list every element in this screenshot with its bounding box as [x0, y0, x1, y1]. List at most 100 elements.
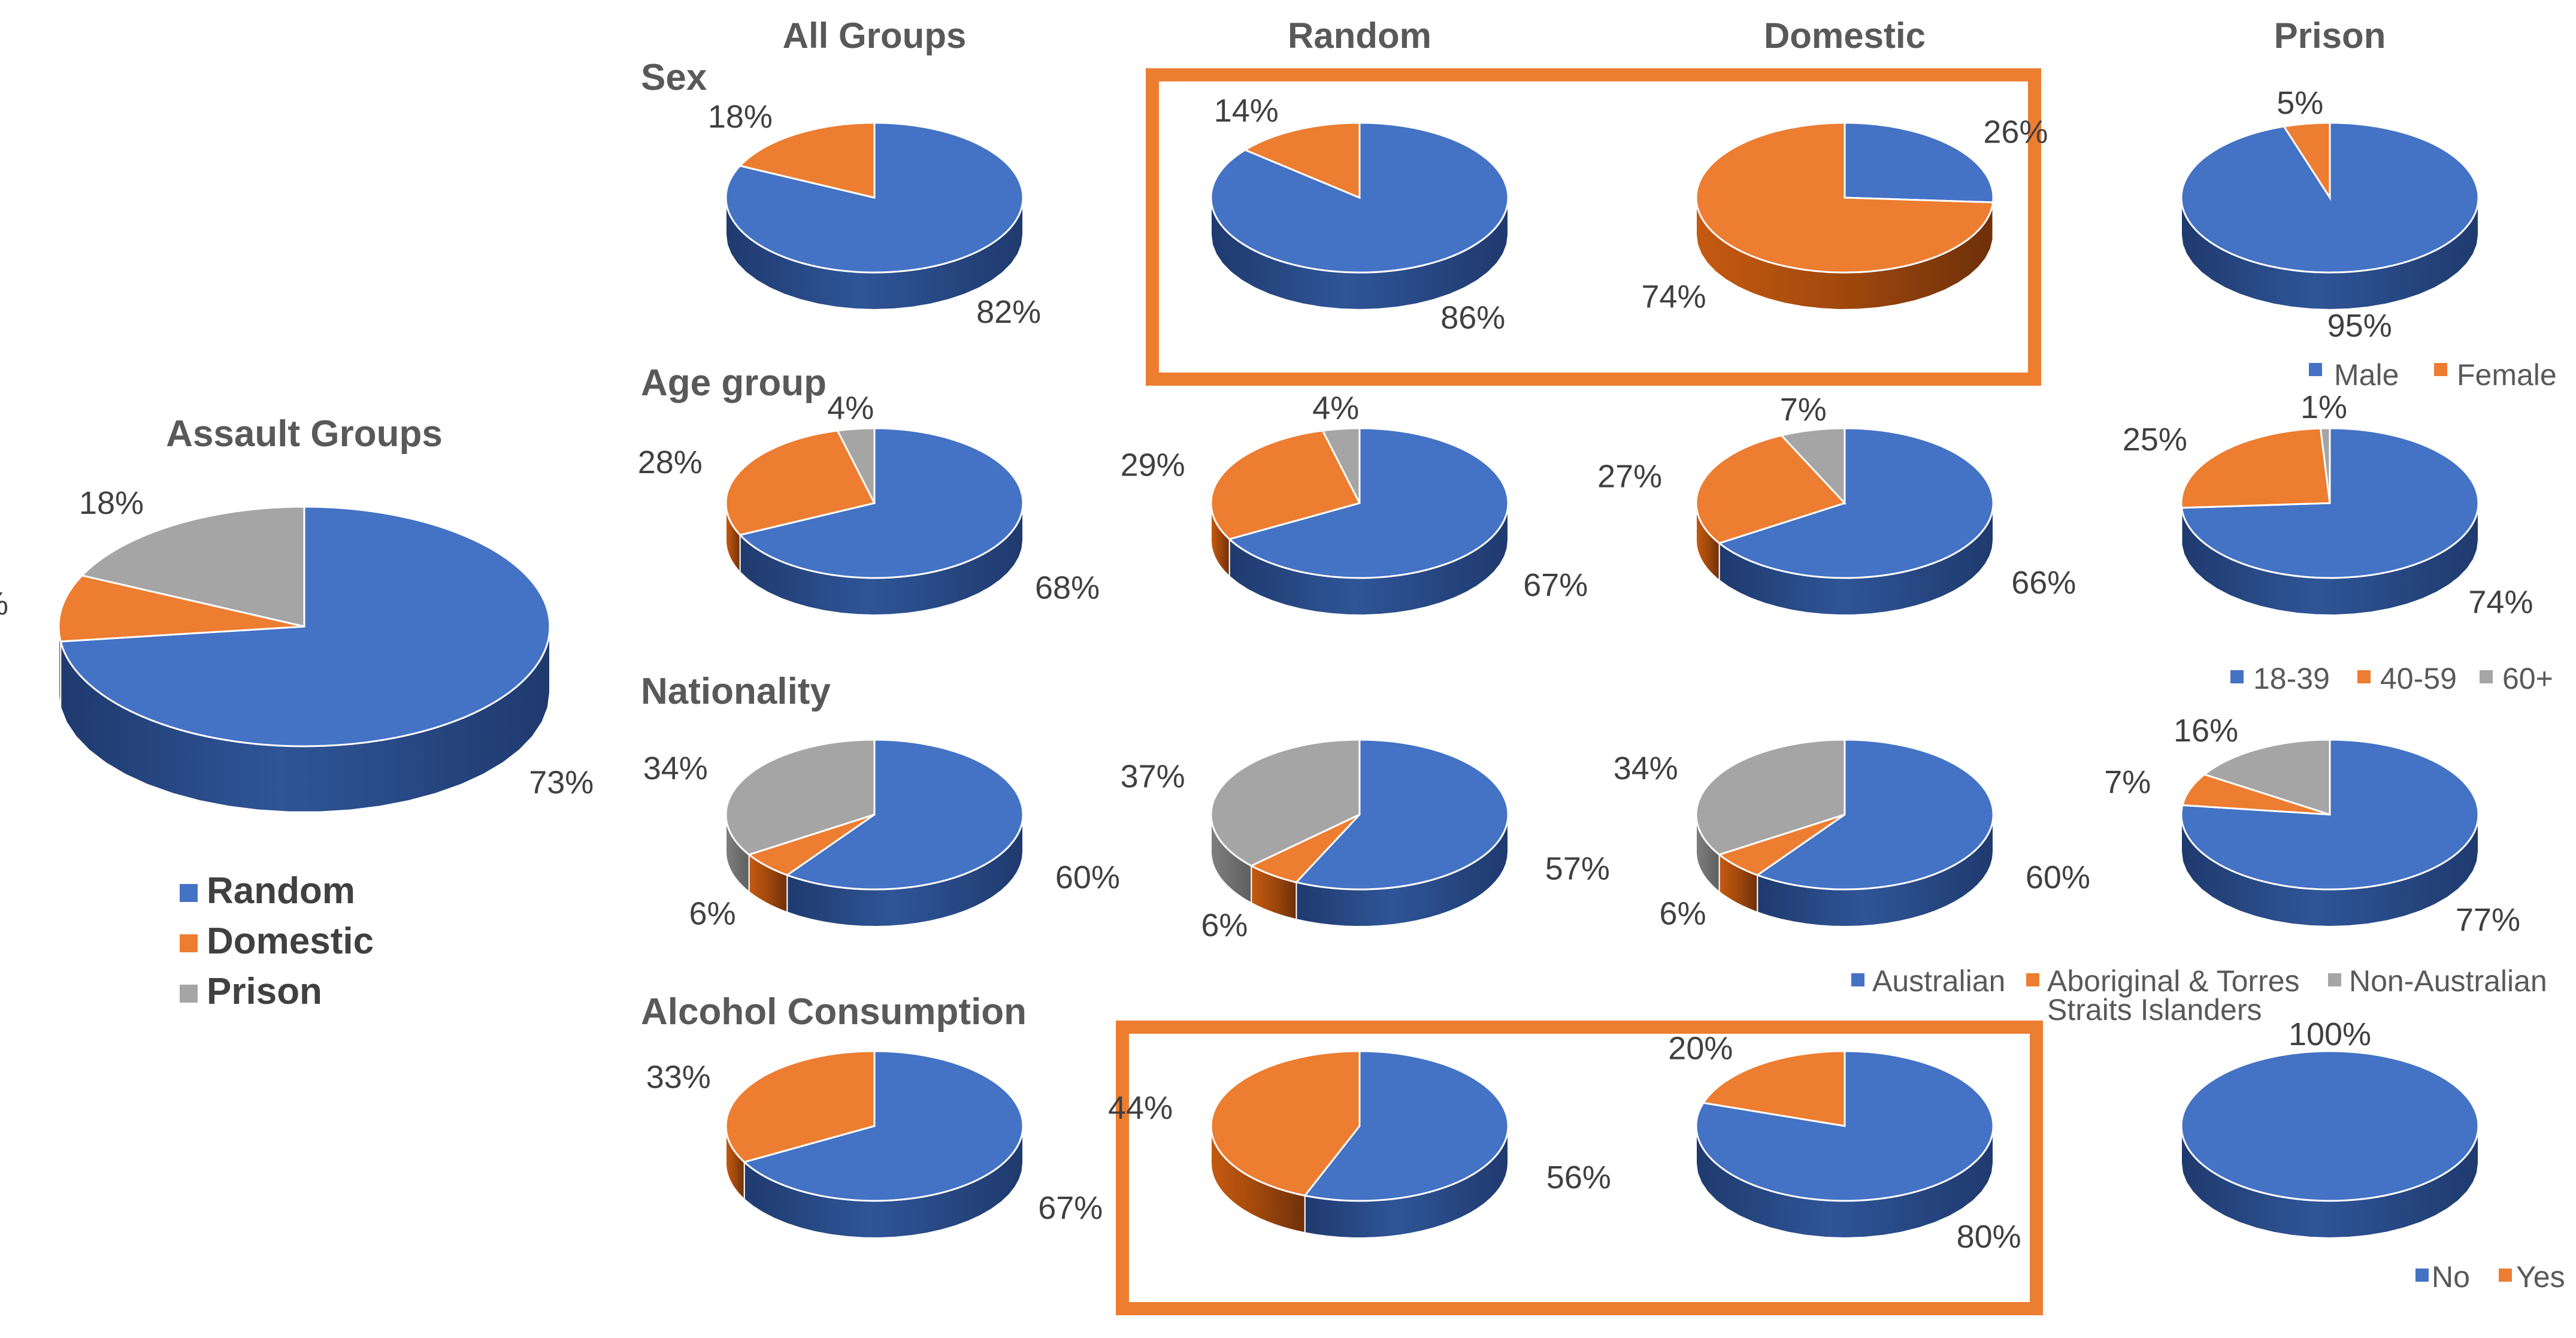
pie-alcohol-consumption-domestic-label-no: 80% — [1957, 1219, 2021, 1255]
column-header-prison: Prison — [2274, 16, 2386, 56]
pie-sex-prison-slice-female — [2282, 122, 2331, 201]
legend-swatch-random — [180, 884, 198, 902]
assault-groups-pie-label-prison: 18% — [79, 485, 144, 521]
legend-swatch-domestic — [180, 934, 198, 952]
legend-label-random: Random — [207, 870, 355, 912]
pie-nationality-prison-slice-non-australian — [2202, 738, 2331, 816]
pie-age-group-all-groups-slice-40-59 — [725, 429, 876, 536]
pie-age-group-random-slice-60 — [1321, 427, 1361, 504]
pie-alcohol-consumption-prison-slice-no — [2180, 1050, 2480, 1202]
legend-swatch-female — [2434, 363, 2447, 376]
pie-sex-random-label-female: 14% — [1214, 93, 1279, 129]
pie-nationality-prison-label-aboriginal-and-torres-straits-islanders: 7% — [2104, 764, 2151, 800]
pie-age-group-domestic-label-18-39: 66% — [2011, 565, 2076, 601]
pie-sex-all-groups-label-male: 82% — [976, 294, 1041, 330]
legend-swatch-male — [2309, 363, 2322, 376]
legend-swatch-60-plus — [2480, 670, 2493, 683]
pie-age-group-all-groups-label-18-39: 68% — [1035, 570, 1100, 606]
pie-alcohol-consumption-random-label-yes: 44% — [1108, 1090, 1173, 1126]
pie-alcohol-consumption-prison: 100% — [2180, 1016, 2480, 1239]
pie-alcohol-consumption-all-groups-label-no: 67% — [1038, 1190, 1103, 1226]
pie-age-group-domestic-slice-60 — [1779, 427, 1846, 505]
pie-age-group-domestic-label-60: 7% — [1780, 392, 1827, 428]
assault-groups-pie-slice-prison — [80, 505, 305, 628]
row-header-age-group: Age group — [641, 362, 827, 404]
assault-groups-pie-label-random: 73% — [529, 764, 594, 800]
pie-age-group-prison: 74% 25% 1% — [2123, 389, 2533, 620]
pie-sex-prison-label-female: 5% — [2277, 85, 2323, 121]
legend-label-40-59: 40-59 — [2380, 662, 2457, 695]
assault-groups-pie-slice-random — [59, 505, 551, 747]
pie-nationality-all-groups-slice-non-australian — [725, 738, 876, 856]
legend-label-60-plus: 60+ — [2502, 662, 2553, 695]
pie-age-group-prison-slice-60 — [2319, 427, 2331, 504]
pie-nationality-domestic-label-australian: 60% — [2026, 859, 2090, 895]
pie-nationality-prison-label-non-australian: 16% — [2174, 713, 2238, 749]
pie-age-group-domestic-slice-40-59 — [1695, 434, 1847, 544]
pie-age-group-all-groups-label-60: 4% — [827, 390, 874, 426]
pie-age-group-all-groups: 68% 28% 4% — [638, 390, 1100, 616]
assault-groups-legend: Random Domestic Prison — [180, 870, 374, 1012]
pie-alcohol-consumption-random-slice-no — [1303, 1050, 1509, 1202]
pie-alcohol-consumption-random-slice-yes — [1210, 1050, 1361, 1197]
pie-nationality-random-label-australian: 57% — [1545, 851, 1610, 887]
pie-nationality-all-groups-label-non-australian: 34% — [643, 750, 708, 786]
pie-age-group-prison-label-60: 1% — [2300, 389, 2347, 425]
legend-alcohol: No Yes — [2415, 1260, 2565, 1294]
legend-label-prison: Prison — [207, 971, 322, 1012]
legend-swatch-aboriginal — [2026, 973, 2039, 986]
pie-alcohol-consumption-all-groups-slice-yes — [725, 1050, 876, 1163]
highlight-box-sex-random-domestic — [1146, 68, 2041, 386]
pie-nationality-prison-label-australian: 77% — [2456, 902, 2520, 938]
pie-alcohol-consumption-domestic-slice-yes — [1702, 1050, 1846, 1127]
pie-sex-all-groups-label-female: 18% — [708, 99, 773, 135]
legend-label-aboriginal-line2: Straits Islanders — [2047, 993, 2262, 1027]
pie-nationality-random-slice-non-australian — [1210, 738, 1361, 867]
pie-sex-random: 86% 14% — [1210, 93, 1509, 336]
pie-charts-layer: 73%9%18%82%18%86%14%26%74%95%5%68%28%4%6… — [0, 85, 2533, 1255]
pie-sex-random-label-male: 86% — [1440, 300, 1505, 336]
assault-groups-pie: 73% 9% 18% — [0, 485, 594, 813]
pie-sex-domestic-slice-female — [1695, 122, 1994, 274]
pie-age-group-random-slice-18-39 — [1227, 427, 1509, 579]
legend-label-no: No — [2432, 1260, 2470, 1294]
pie-sex-domestic: 26% 74% — [1642, 114, 2048, 315]
pie-nationality-all-groups-label-aboriginal-and-torres-straits-islanders: 6% — [689, 895, 736, 931]
pie-sex-domestic-slice-male — [1844, 122, 1994, 204]
pie-sex-domestic-label-female: 74% — [1642, 279, 1706, 314]
legend-label-18-39: 18-39 — [2253, 662, 2330, 695]
column-header-domestic: Domestic — [1764, 16, 1926, 56]
assault-groups-pie-label-domestic: 9% — [0, 586, 8, 622]
pie-alcohol-consumption-domestic-slice-no — [1695, 1050, 1994, 1202]
pie-nationality-domestic-slice-non-australian — [1695, 738, 1846, 856]
pie-alcohol-consumption-all-groups-label-yes: 33% — [646, 1059, 711, 1095]
pie-nationality-domestic-label-non-australian: 34% — [1614, 750, 1678, 786]
row-header-sex: Sex — [641, 57, 707, 98]
pie-alcohol-consumption-domestic: 80% 20% — [1668, 1031, 2021, 1255]
legend-swatch-non-australian — [2328, 973, 2341, 986]
assault-groups-title: Assault Groups — [166, 413, 443, 455]
pie-nationality-all-groups-label-australian: 60% — [1055, 859, 1120, 895]
pie-age-group-prison-slice-40-59 — [2180, 427, 2331, 509]
legend-swatch-18-39 — [2230, 670, 2244, 683]
legend-swatch-40-59 — [2357, 670, 2371, 683]
pie-sex-prison-label-male: 95% — [2327, 308, 2392, 344]
legend-label-yes: Yes — [2516, 1260, 2565, 1294]
legend-age-group: 18-39 40-59 60+ — [2230, 662, 2553, 695]
legend-swatch-prison — [180, 985, 198, 1003]
pie-alcohol-consumption-random: 56% 44% — [1108, 1050, 1611, 1239]
pie-age-group-all-groups-label-40-59: 28% — [638, 444, 703, 480]
pie-nationality-random: 57% 6% 37% — [1121, 738, 1610, 943]
pie-age-group-domestic-label-40-59: 27% — [1597, 458, 1662, 494]
pie-alcohol-consumption-all-groups-slice-no — [742, 1050, 1024, 1202]
legend-sex: Male Female — [2309, 358, 2557, 392]
legend-nationality: Australian Aboriginal & Torres Straits I… — [1851, 964, 2547, 1027]
pie-nationality-domestic-label-aboriginal-and-torres-straits-islanders: 6% — [1660, 895, 1706, 931]
row-header-alcohol-consumption: Alcohol Consumption — [641, 991, 1027, 1033]
legend-label-female: Female — [2457, 358, 2557, 392]
row-header-nationality: Nationality — [641, 671, 831, 712]
pie-sex-random-slice-male — [1210, 122, 1509, 274]
pie-age-group-prison-label-18-39: 74% — [2468, 584, 2533, 620]
pie-nationality-domestic: 60% 6% 34% — [1614, 738, 2090, 931]
